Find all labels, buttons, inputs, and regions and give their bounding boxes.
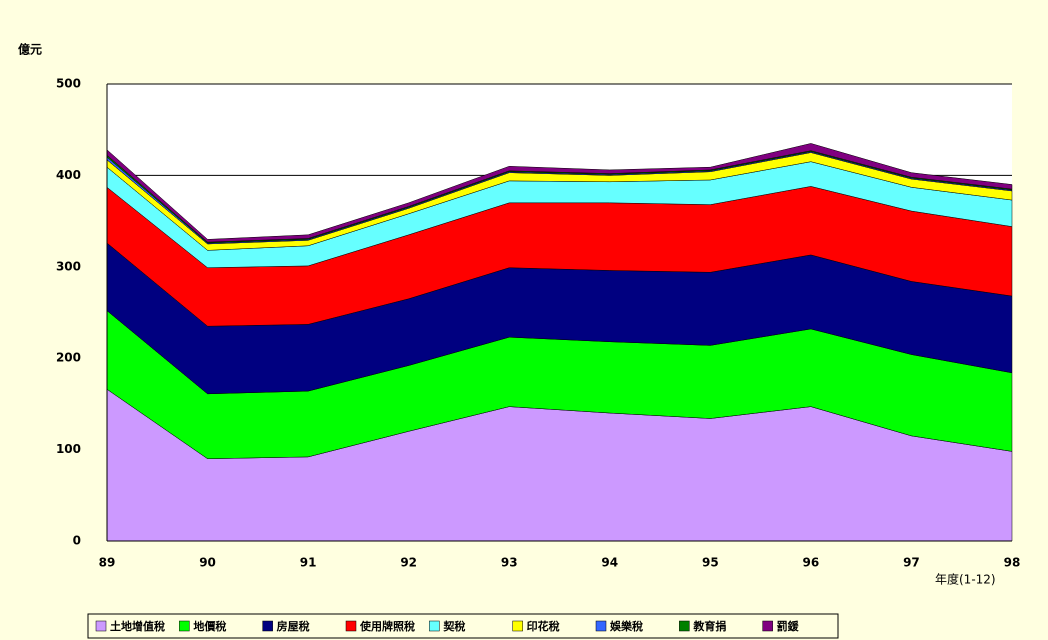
legend-swatch (345, 620, 357, 632)
legend-swatch (512, 620, 523, 632)
legend-swatch (262, 620, 273, 632)
x-tick-label: 97 (903, 556, 920, 570)
legend-swatch (762, 620, 773, 632)
legend-swatch (679, 620, 690, 632)
area (106, 143, 1013, 243)
legend-label: 契稅 (442, 619, 465, 633)
legend-label: 娛樂稅 (609, 619, 643, 633)
legend-swatch (95, 620, 107, 632)
legend-swatch (595, 620, 607, 632)
x-axis-label: 年度(1-12) (935, 572, 996, 587)
x-tick-label: 92 (400, 556, 417, 570)
legend-label: 使用牌照稅 (359, 619, 415, 633)
x-tick-label: 90 (199, 556, 216, 570)
y-tick-label: 500 (56, 77, 81, 91)
y-tick-label: 400 (56, 168, 81, 182)
x-tick-label: 95 (702, 556, 719, 570)
legend-label: 地價稅 (193, 619, 226, 633)
legend-label: 印花稅 (527, 619, 560, 633)
y-axis-label: 億元 (18, 42, 42, 57)
y-tick-label: 300 (56, 259, 81, 273)
legend-label: 土地增值稅 (110, 619, 165, 633)
y-tick-label: 200 (56, 351, 81, 365)
legend: 土地增值稅 地價稅 房屋稅 使用牌照稅 契稅 印花稅 娛樂稅 教育捐 罰鍰 (95, 619, 800, 633)
x-tick-label: 91 (300, 556, 317, 570)
x-tick-label: 93 (501, 556, 518, 570)
legend-label: 教育捐 (692, 619, 726, 633)
x-tick-label: 96 (803, 556, 820, 570)
x-tick-label: 89 (99, 556, 116, 570)
legend-label: 房屋稅 (277, 619, 310, 633)
y-tick-label: 100 (56, 442, 81, 456)
y-tick-label: 0 (73, 534, 81, 548)
legend-label: 罰鍰 (777, 619, 800, 633)
x-tick-label: 98 (1004, 556, 1021, 570)
legend-swatch (429, 620, 440, 632)
x-tick-label: 94 (601, 556, 618, 570)
legend-swatch (179, 620, 190, 632)
legend-box (87, 613, 839, 639)
